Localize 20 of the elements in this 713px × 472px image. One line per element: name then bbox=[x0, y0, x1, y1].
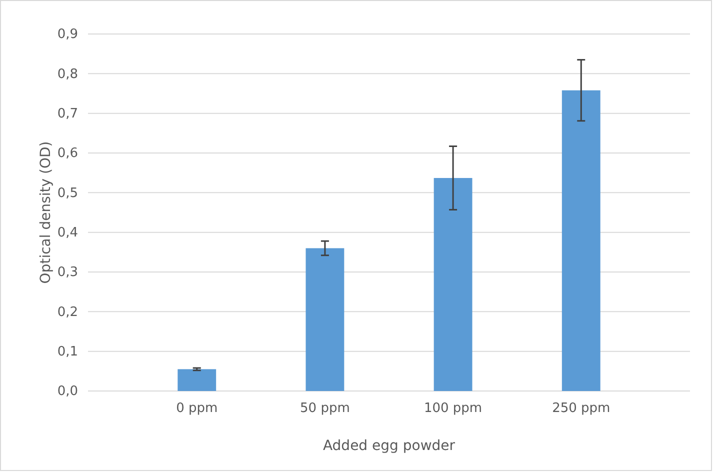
x-tick-label: 0 ppm bbox=[176, 401, 218, 416]
y-tick-label: 0,2 bbox=[57, 304, 78, 320]
y-tick-label: 0,4 bbox=[57, 225, 78, 240]
x-axis-title: Added egg powder bbox=[322, 438, 456, 454]
y-tick-label: 0,0 bbox=[57, 384, 78, 400]
y-tick-label: 0,7 bbox=[57, 106, 78, 122]
bar bbox=[434, 178, 472, 391]
y-tick-label: 0,8 bbox=[57, 66, 78, 82]
bar bbox=[562, 90, 600, 391]
y-tick-label: 0,5 bbox=[57, 186, 78, 201]
y-tick-label: 0,6 bbox=[57, 146, 78, 162]
y-tick-label: 0,1 bbox=[57, 344, 78, 360]
x-tick-label: 50 ppm bbox=[300, 401, 350, 416]
x-tick-label: 250 ppm bbox=[552, 401, 610, 416]
bar bbox=[306, 248, 344, 391]
y-tick-label: 0,3 bbox=[57, 265, 78, 280]
bar bbox=[178, 369, 216, 391]
x-tick-label: 100 ppm bbox=[424, 401, 482, 416]
y-tick-label: 0,9 bbox=[57, 27, 78, 42]
y-axis-title: Optical density (OD) bbox=[38, 141, 54, 284]
